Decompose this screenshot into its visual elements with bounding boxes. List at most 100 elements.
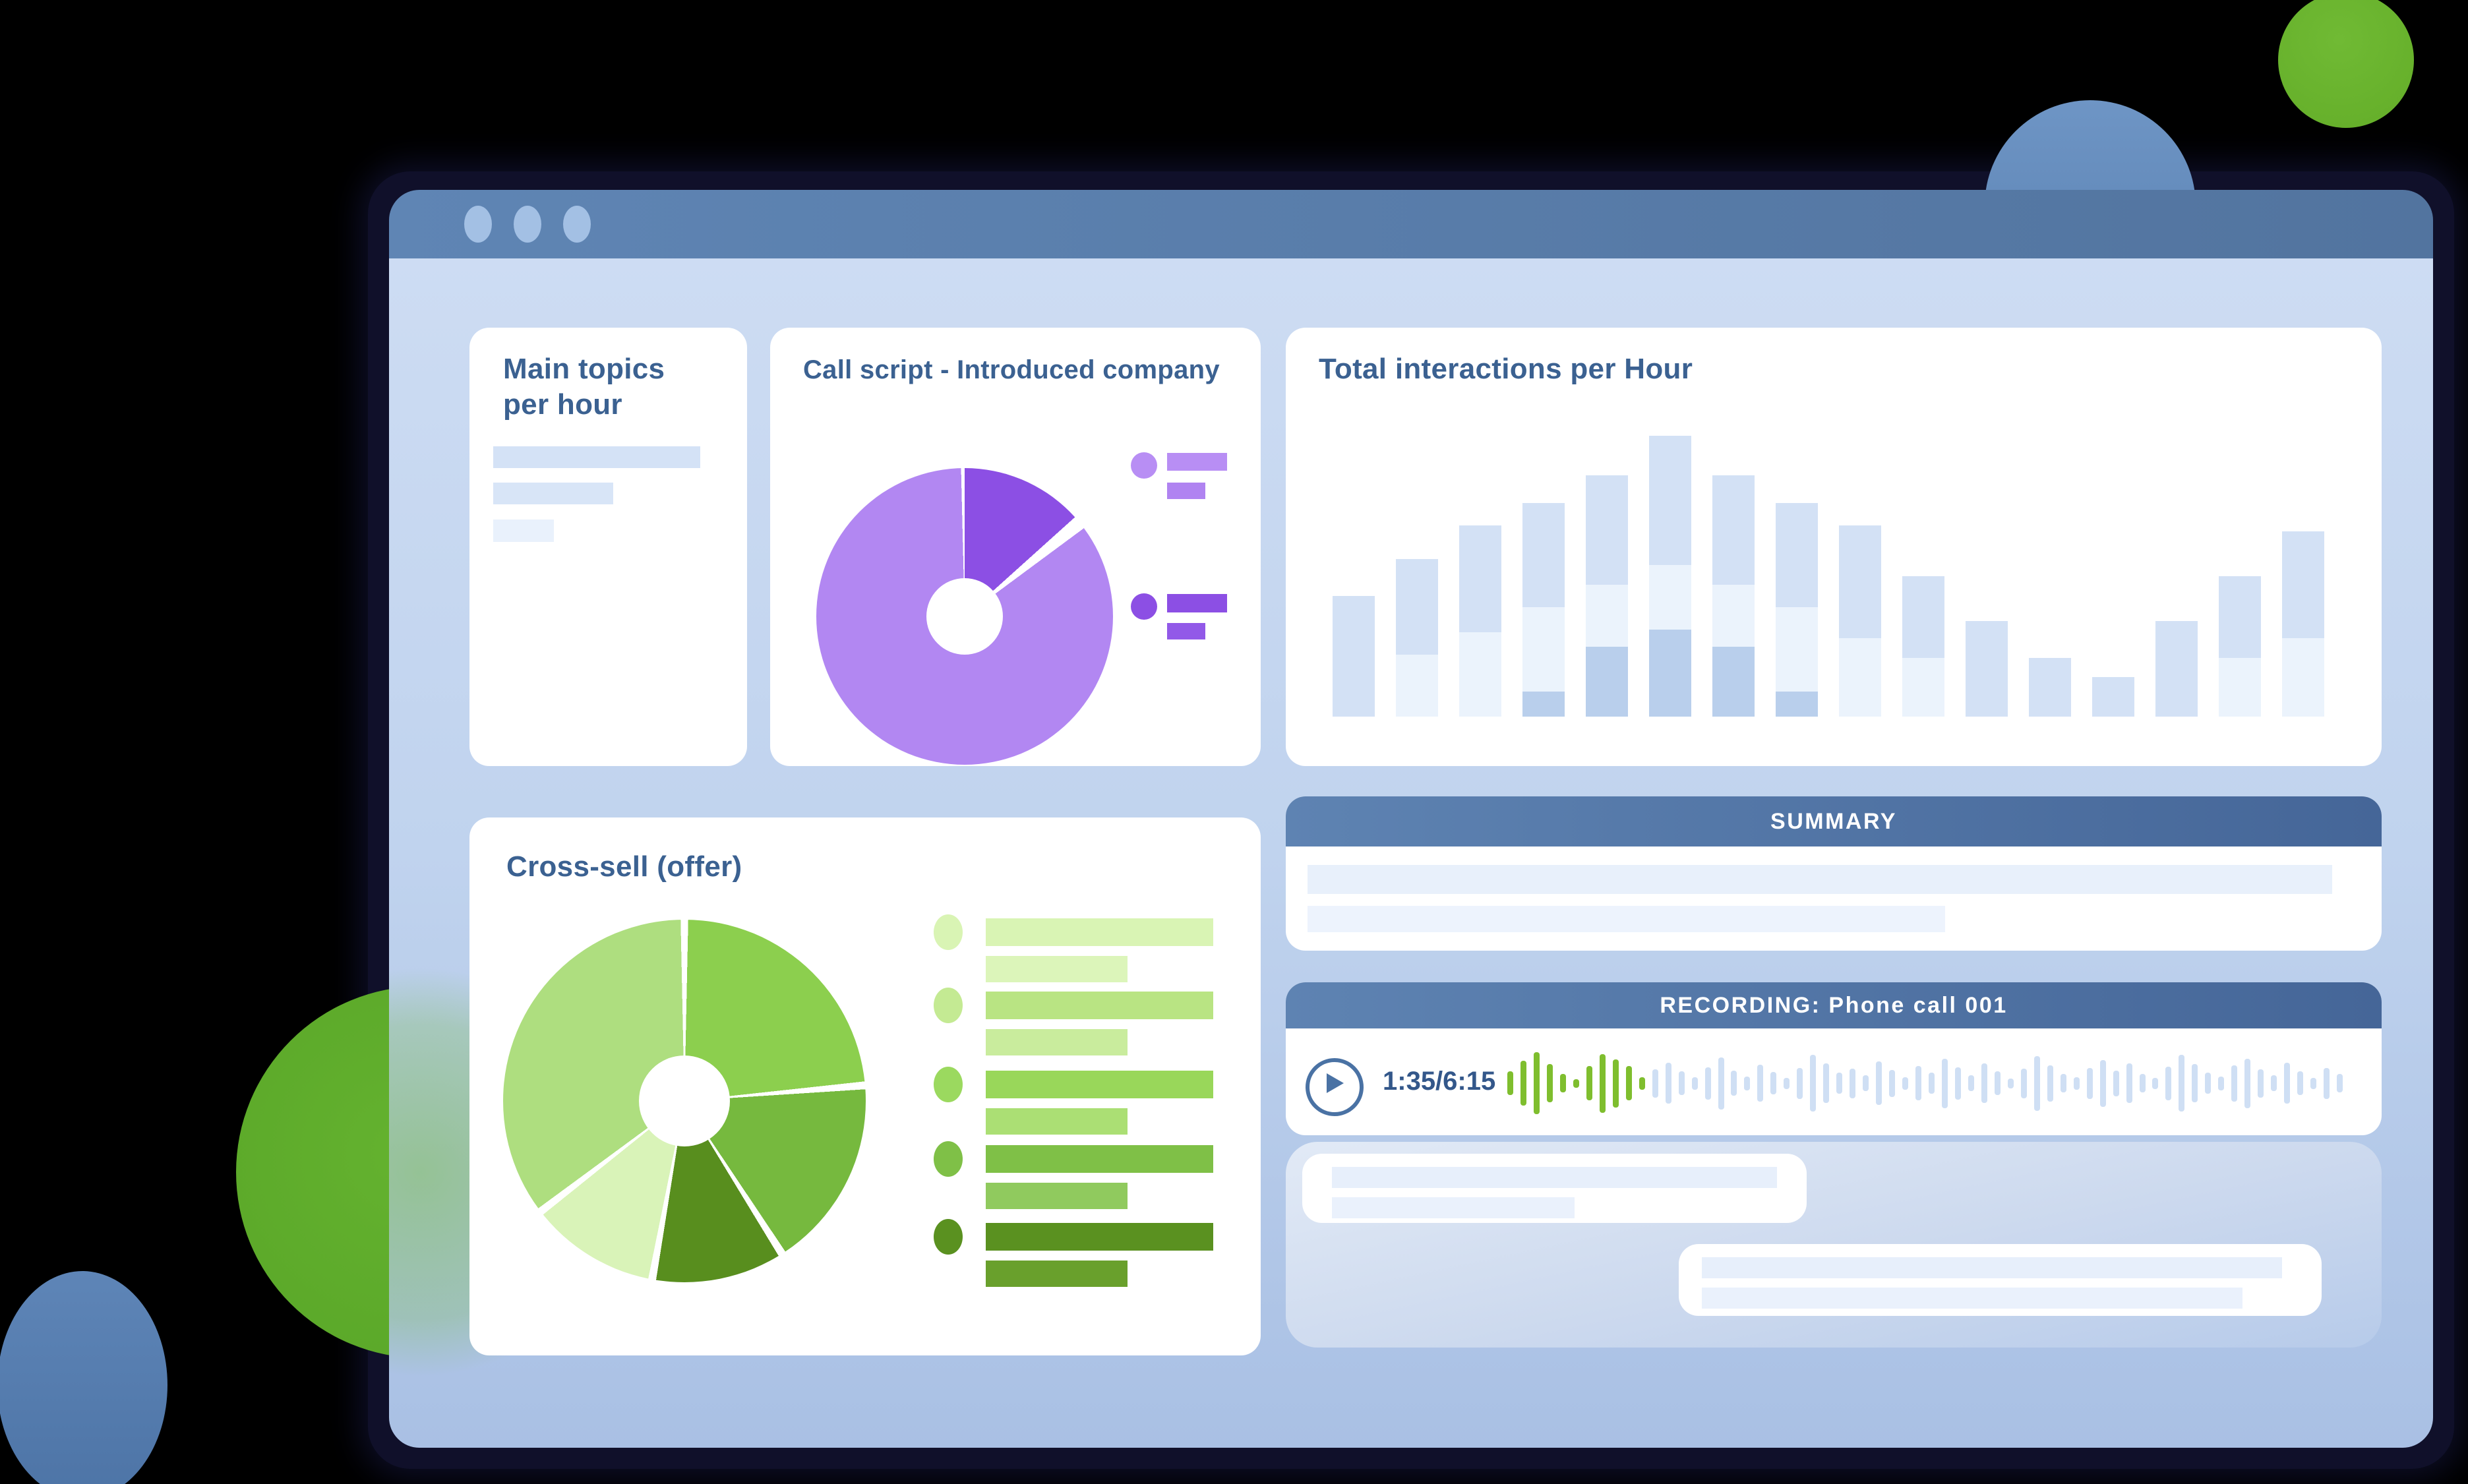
waveform-bar — [1546, 1064, 1553, 1102]
play-button[interactable] — [1306, 1058, 1364, 1116]
waveform-bar — [1625, 1066, 1632, 1100]
placeholder-block — [986, 1183, 1128, 1209]
window-control-dot[interactable] — [464, 206, 492, 243]
waveform-bar — [2060, 1074, 2066, 1092]
waveform-bar — [1731, 1071, 1737, 1096]
placeholder-block — [986, 1071, 1213, 1098]
placeholder-block — [934, 1219, 963, 1255]
waveform-bar — [1876, 1061, 1882, 1105]
waveform-bar — [1810, 1055, 1817, 1112]
placeholder-block — [1131, 452, 1157, 479]
placeholder-block — [1308, 906, 1945, 932]
waveform-bar — [2205, 1073, 2212, 1094]
waveform-bar — [1665, 1063, 1671, 1104]
waveform-bar — [1797, 1067, 1803, 1099]
waveform-bar — [1981, 1063, 1987, 1103]
waveform-bar — [1941, 1058, 1948, 1108]
window-control-dot[interactable] — [563, 206, 591, 243]
call-script-title: Call script - Introduced company — [803, 355, 1220, 384]
waveform-bar — [1850, 1068, 1856, 1098]
interaction-bar — [1459, 525, 1501, 717]
transcript-bubble — [1302, 1154, 1807, 1223]
waveform-bar — [2271, 1075, 2277, 1091]
main-topics-title: Main topics per hour — [503, 353, 665, 421]
placeholder-block — [1167, 594, 1227, 612]
playback-time: 1:35/6:15 — [1383, 1067, 1496, 1096]
waveform-bar — [2033, 1055, 2040, 1111]
interaction-bar — [1902, 576, 1944, 717]
placeholder-block — [493, 446, 700, 468]
audio-player: 1:35/6:15 — [1286, 1028, 2382, 1135]
interaction-bar — [2092, 677, 2134, 717]
pie-hole — [639, 1055, 730, 1146]
audio-waveform[interactable] — [1507, 1052, 2343, 1114]
summary-card: SUMMARY — [1286, 796, 2382, 951]
waveform-bar — [2310, 1077, 2317, 1089]
waveform-bar — [2179, 1055, 2185, 1112]
interaction-bar — [2219, 576, 2261, 717]
waveform-bar — [2337, 1074, 2343, 1092]
interaction-bar — [1776, 503, 1818, 717]
placeholder-block — [1167, 623, 1205, 639]
summary-header: SUMMARY — [1286, 796, 2382, 846]
waveform-bar — [2047, 1065, 2053, 1102]
waveform-bar — [1533, 1052, 1540, 1114]
interaction-bar — [2029, 657, 2071, 717]
browser-window: Main topics per hour Call script - Intro… — [389, 190, 2433, 1448]
placeholder-block — [934, 1141, 963, 1177]
waveform-bar — [1599, 1054, 1606, 1113]
cross-sell-card: Cross-sell (offer) — [469, 817, 1261, 1355]
waveform-bar — [2126, 1063, 2132, 1103]
placeholder-block — [986, 1261, 1128, 1287]
interactions-bar-chart — [1333, 436, 2324, 717]
window-control-dot[interactable] — [514, 206, 541, 243]
waveform-bar — [2244, 1058, 2251, 1108]
summary-body — [1286, 846, 2382, 951]
waveform-bar — [1639, 1077, 1645, 1090]
placeholder-block — [934, 988, 963, 1023]
placeholder-block — [986, 1145, 1213, 1173]
waveform-bar — [2165, 1066, 2172, 1100]
waveform-bar — [1770, 1072, 1777, 1094]
waveform-bar — [1678, 1071, 1685, 1095]
waveform-bar — [1520, 1061, 1526, 1106]
transcript-panel — [1286, 1142, 2382, 1348]
waveform-bar — [1784, 1077, 1790, 1089]
placeholder-block — [1131, 593, 1157, 620]
placeholder-block — [1308, 865, 2332, 894]
waveform-bar — [1757, 1065, 1764, 1102]
call-script-card: Call script - Introduced company — [770, 328, 1261, 766]
placeholder-block — [934, 1067, 963, 1102]
transcript-bubble — [1679, 1244, 2322, 1316]
placeholder-block — [986, 1108, 1128, 1135]
cross-sell-pie-chart — [503, 920, 866, 1282]
waveform-bar — [1573, 1079, 1579, 1088]
interaction-bar — [2282, 531, 2324, 717]
waveform-bar — [2139, 1074, 2146, 1092]
placeholder-block — [493, 519, 554, 542]
waveform-bar — [2297, 1071, 2304, 1095]
interaction-bar — [1396, 559, 1438, 717]
recording-card: RECORDING: Phone call 001 1:35/6:15 — [1286, 982, 2382, 1135]
waveform-bar — [1507, 1071, 1513, 1095]
waveform-bar — [1968, 1075, 1974, 1091]
waveform-bar — [2020, 1068, 2027, 1098]
window-titlebar — [389, 190, 2433, 258]
waveform-bar — [2324, 1067, 2330, 1099]
interaction-bar — [2155, 621, 2198, 717]
decor-blue-circle-bottom-left — [0, 1271, 167, 1484]
waveform-bar — [2218, 1076, 2225, 1090]
waveform-bar — [1902, 1077, 1909, 1090]
waveform-bar — [1704, 1067, 1711, 1100]
donut-hole — [926, 578, 1003, 655]
placeholder-block — [986, 992, 1213, 1019]
placeholder-block — [1332, 1167, 1777, 1188]
decor-green-circle-top-right — [2278, 0, 2414, 128]
placeholder-block — [1167, 453, 1227, 471]
placeholder-block — [1702, 1257, 2282, 1278]
placeholder-block — [986, 918, 1213, 946]
waveform-bar — [1823, 1063, 1830, 1103]
play-icon — [1327, 1073, 1344, 1093]
call-script-donut-chart — [816, 468, 1113, 765]
waveform-bar — [2284, 1063, 2291, 1104]
